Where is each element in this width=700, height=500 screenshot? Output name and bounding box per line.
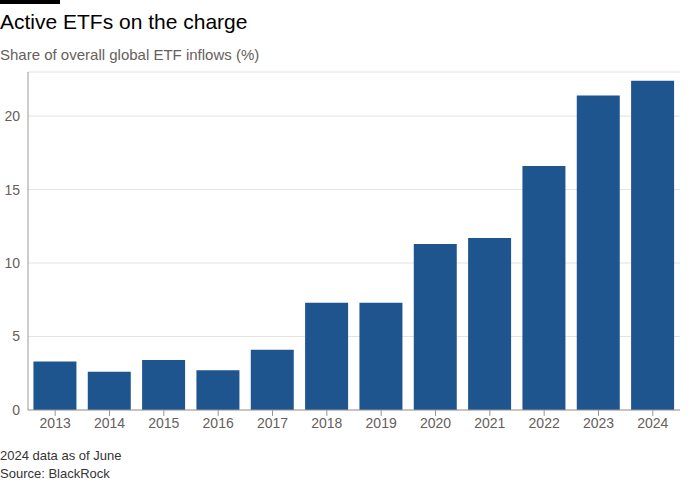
svg-text:2016: 2016 bbox=[203, 415, 234, 431]
svg-text:15: 15 bbox=[8, 182, 20, 198]
svg-text:2013: 2013 bbox=[40, 415, 71, 431]
svg-text:2018: 2018 bbox=[311, 415, 342, 431]
html-text:Source: BlackRock: Source: BlackRock bbox=[0, 466, 110, 481]
html-text:Active ETFs on the charge: Active ETFs on the charge bbox=[0, 10, 248, 33]
svg-text:2017: 2017 bbox=[257, 415, 288, 431]
svg-text:2022: 2022 bbox=[529, 415, 560, 431]
svg-text:2024: 2024 bbox=[637, 415, 668, 431]
svg-text:2021: 2021 bbox=[474, 415, 505, 431]
svg-text:2014: 2014 bbox=[94, 415, 125, 431]
svg-text:2015: 2015 bbox=[148, 415, 179, 431]
svg-text:2023: 2023 bbox=[583, 415, 614, 431]
svg-text:20: 20 bbox=[8, 108, 20, 124]
svg-text:2020: 2020 bbox=[420, 415, 451, 431]
svg-text:10: 10 bbox=[8, 255, 20, 271]
svg-text:0: 0 bbox=[12, 402, 20, 418]
svg-text:2019: 2019 bbox=[366, 415, 397, 431]
svg-text:5: 5 bbox=[12, 328, 20, 344]
html-text:Share of overall global ETF in: Share of overall global ETF inflows (%) bbox=[0, 46, 260, 63]
html-text:2024 data as of June: 2024 data as of June bbox=[0, 448, 122, 463]
